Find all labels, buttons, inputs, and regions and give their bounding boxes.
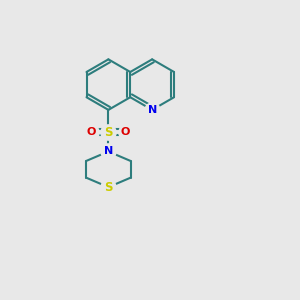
Text: S: S bbox=[104, 126, 112, 139]
Text: S: S bbox=[104, 181, 112, 194]
Text: N: N bbox=[148, 105, 157, 115]
Text: O: O bbox=[86, 127, 96, 137]
Text: N: N bbox=[104, 146, 113, 157]
Text: O: O bbox=[121, 127, 130, 137]
